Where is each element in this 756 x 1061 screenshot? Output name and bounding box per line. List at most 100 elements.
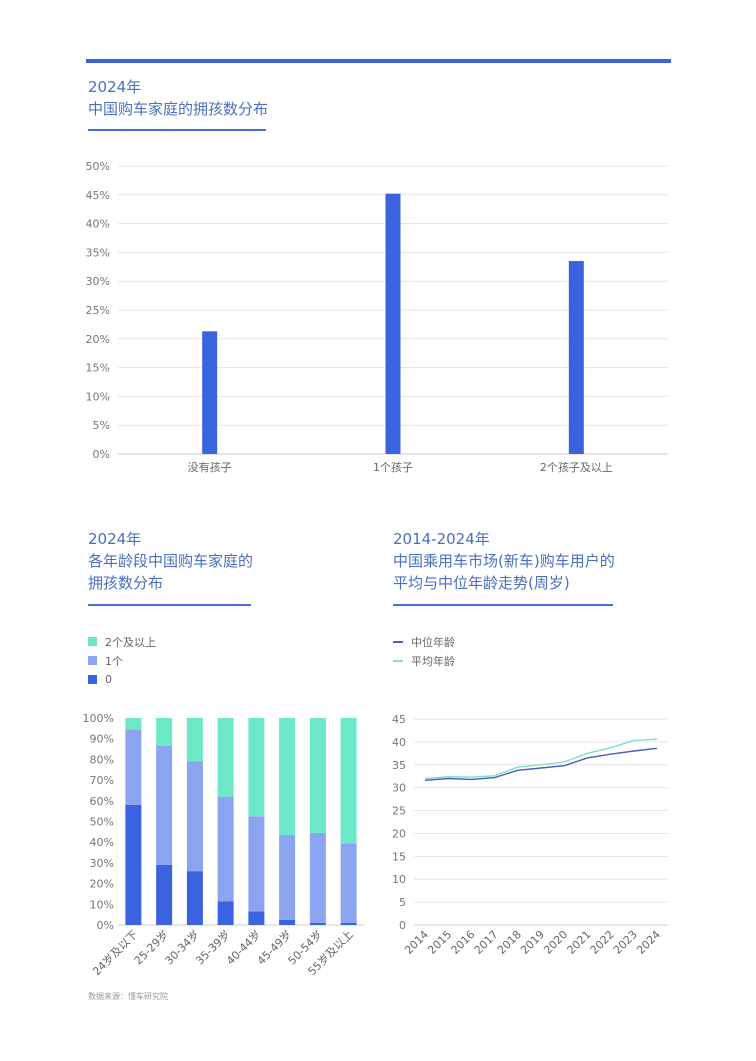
data-source: 数据来源：懂车研究院 xyxy=(88,992,168,1001)
chart3-y-tick-label: 10 xyxy=(392,873,406,886)
chart2-bar-segment xyxy=(340,922,357,925)
chart1-x-tick-label: 没有孩子 xyxy=(188,460,232,474)
chart1-y-tick-label: 50% xyxy=(86,160,110,173)
chart1-y-tick-label: 0% xyxy=(93,448,110,461)
chart3-y-tick-label: 5 xyxy=(399,896,406,909)
chart3-y-tick-label: 20 xyxy=(392,827,406,840)
chart2-bar-segment xyxy=(186,761,203,872)
chart3-x-tick-label: 2021 xyxy=(565,928,594,957)
chart2-title-year: 2024年 xyxy=(88,530,142,548)
chart3-title: 2014-2024年 中国乘用车市场(新车)购车用户的 平均与中位年龄走势(周岁… xyxy=(393,528,615,594)
legend-swatch xyxy=(88,675,97,684)
chart1-title-year: 2024年 xyxy=(88,78,142,96)
chart2-y-tick-label: 20% xyxy=(90,878,114,891)
chart1-x-tick-label: 1个孩子 xyxy=(373,461,413,474)
chart2-bar-segment xyxy=(248,911,265,925)
chart2-legend-item: 1个 xyxy=(88,651,156,670)
chart2-y-tick-label: 90% xyxy=(90,733,114,746)
chart3-legend-item: 中位年龄 xyxy=(393,632,455,651)
chart2-y-tick-label: 30% xyxy=(90,857,114,870)
chart3-y-tick-label: 0 xyxy=(399,919,406,932)
legend-label: 2个及以上 xyxy=(105,635,156,649)
chart3-legend: 中位年龄 平均年龄 xyxy=(393,632,455,670)
chart2-bar-segment xyxy=(217,901,234,925)
chart3-x-tick-label: 2014 xyxy=(402,928,431,957)
chart2-bar-segment xyxy=(125,718,142,730)
chart1-y-tick-label: 35% xyxy=(86,246,110,259)
top-rule xyxy=(86,59,671,63)
legend-label: 0 xyxy=(105,673,112,686)
chart2-bar-segment xyxy=(248,816,265,912)
chart3-x-tick-label: 2022 xyxy=(588,928,617,957)
chart2-legend: 2个及以上 1个 0 xyxy=(88,632,156,689)
legend-line xyxy=(393,659,403,662)
chart2-title-line1: 各年龄段中国购车家庭的 xyxy=(88,552,254,570)
chart2-legend-item: 2个及以上 xyxy=(88,632,156,651)
chart3-x-tick-label: 2020 xyxy=(541,928,570,957)
chart2-bar-segment xyxy=(340,718,357,844)
legend-label: 中位年龄 xyxy=(411,635,455,649)
chart3-x-tick-label: 2017 xyxy=(472,928,501,957)
chart2-bar-segment xyxy=(309,832,326,923)
chart3-series-line xyxy=(424,738,658,780)
chart1-y-tick-label: 5% xyxy=(93,419,110,432)
chart1-bar xyxy=(385,193,401,454)
legend-label: 平均年龄 xyxy=(411,654,455,668)
chart2-y-tick-label: 70% xyxy=(90,774,114,787)
chart3-title-line2: 平均与中位年龄走势(周岁) xyxy=(393,574,570,592)
chart1-title-underline xyxy=(88,129,266,131)
chart2-bar-segment xyxy=(156,864,173,925)
chart1-y-tick-label: 40% xyxy=(86,218,110,231)
chart3-x-tick-label: 2018 xyxy=(495,928,524,957)
chart2-bar-segment xyxy=(156,745,173,865)
chart2-title-underline xyxy=(88,604,251,606)
chart2-y-tick-label: 100% xyxy=(83,712,114,725)
chart3-x-tick-label: 2016 xyxy=(449,928,478,957)
chart2-bar-segment xyxy=(248,718,265,817)
chart1-y-tick-label: 15% xyxy=(86,362,110,375)
chart1-bar xyxy=(568,261,584,454)
chart3-y-tick-label: 25 xyxy=(392,805,406,818)
legend-line xyxy=(393,640,403,643)
chart3-title-year: 2014-2024年 xyxy=(393,530,490,548)
chart3-title-underline xyxy=(393,604,613,606)
chart3-y-tick-label: 40 xyxy=(392,736,406,749)
chart2-y-tick-label: 0% xyxy=(97,919,114,932)
chart2-bar-segment xyxy=(309,922,326,925)
chart3-title-line1: 中国乘用车市场(新车)购车用户的 xyxy=(393,552,615,570)
chart2-bar-segment xyxy=(156,718,173,746)
chart2-y-tick-label: 60% xyxy=(90,795,114,808)
chart2-bar-segment xyxy=(279,834,296,920)
chart2-title: 2024年 各年龄段中国购车家庭的 拥孩数分布 xyxy=(88,528,253,594)
legend-label: 1个 xyxy=(105,654,123,668)
chart2-bar-segment xyxy=(279,919,296,925)
chart3-x-tick-label: 2019 xyxy=(518,928,547,957)
chart3-y-tick-label: 45 xyxy=(392,713,406,726)
chart1-x-tick-label: 2个孩子及以上 xyxy=(540,461,613,474)
chart3-y-tick-label: 30 xyxy=(392,782,406,795)
legend-swatch xyxy=(88,656,97,665)
legend-swatch xyxy=(88,637,97,646)
chart1-y-tick-label: 25% xyxy=(86,304,110,317)
chart2-bar-segment xyxy=(217,718,234,797)
chart2-bar-segment xyxy=(217,796,234,902)
chart2-bar-segment xyxy=(309,718,326,833)
chart2-x-tick-label: 24岁及以下 xyxy=(90,927,141,978)
chart2-bar-segment xyxy=(186,718,203,762)
chart2-bar-segment xyxy=(186,871,203,925)
chart1-y-tick-label: 20% xyxy=(86,333,110,346)
chart1-title: 2024年 中国购车家庭的拥孩数分布 xyxy=(88,76,268,120)
chart3-x-tick-label: 2023 xyxy=(611,928,640,957)
chart1-title-text: 中国购车家庭的拥孩数分布 xyxy=(88,100,269,118)
chart2-bar-segment xyxy=(125,729,142,805)
chart2-title-line2: 拥孩数分布 xyxy=(88,574,164,592)
chart2-bar-segment xyxy=(125,804,142,925)
chart1-y-tick-label: 45% xyxy=(86,189,110,202)
chart2-y-tick-label: 40% xyxy=(90,836,114,849)
chart3-x-tick-label: 2015 xyxy=(425,928,454,957)
chart1-y-tick-label: 10% xyxy=(86,390,110,403)
chart3-y-tick-label: 15 xyxy=(392,850,406,863)
chart3-legend-item: 平均年龄 xyxy=(393,651,455,670)
chart2-bar-segment xyxy=(340,843,357,923)
